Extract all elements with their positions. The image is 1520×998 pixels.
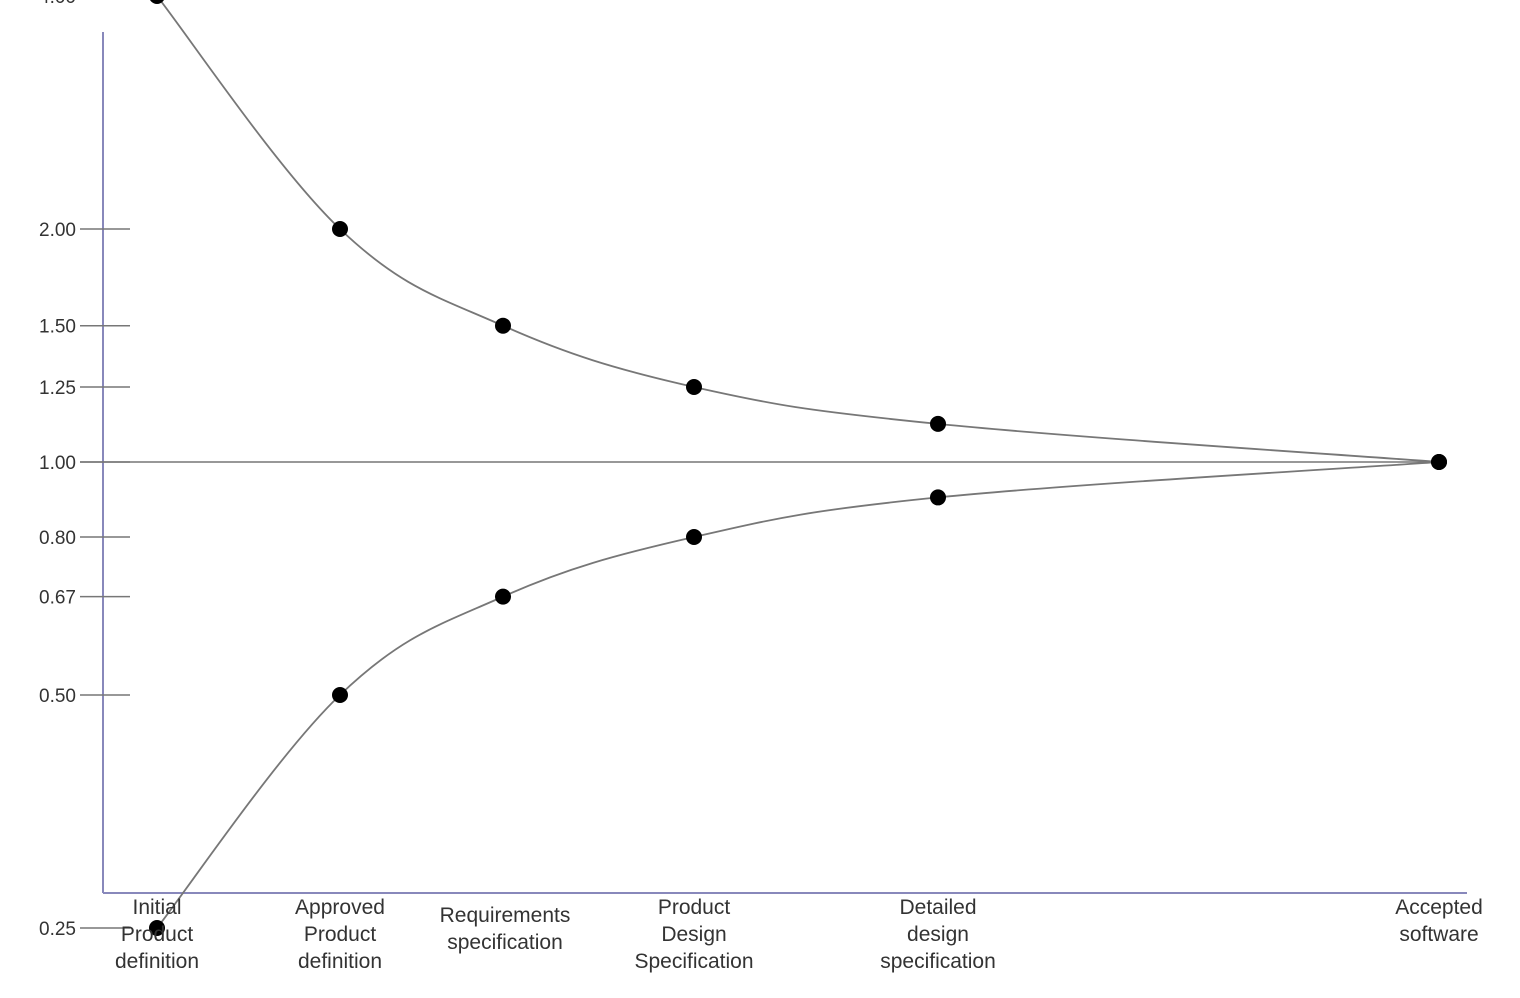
data-point [495, 588, 511, 605]
data-point [149, 920, 165, 936]
data-point [930, 415, 946, 432]
data-point [332, 221, 348, 237]
data-point [495, 317, 511, 334]
category-label: Initial Product definition [115, 896, 199, 973]
series-line-1 [158, 0, 1440, 463]
y-tick-label: 0.67 [39, 588, 76, 609]
y-tick-label: 1.00 [39, 453, 76, 474]
y-tick-label: 1.25 [39, 378, 76, 399]
data-point [1431, 454, 1447, 470]
category-label: Requirements specification [440, 904, 571, 954]
data-point [686, 378, 702, 395]
data-point [930, 489, 946, 506]
category-label: Accepted software [1395, 896, 1483, 946]
series-line-2 [156, 461, 1440, 929]
y-tick-label: 4.00 [39, 0, 76, 8]
y-tick-label: 1.50 [39, 317, 76, 338]
data-point [686, 529, 702, 546]
y-tick-label: 2.00 [39, 220, 76, 241]
y-tick-label: 0.80 [39, 528, 76, 549]
data-point [150, 0, 164, 4]
category-label: Detailed design specification [880, 896, 996, 973]
category-label: Approved Product definition [295, 896, 385, 973]
data-point [332, 687, 348, 703]
category-label: Product Design Specification [634, 896, 753, 973]
y-tick-label: 0.50 [39, 686, 76, 707]
y-tick-label: 0.25 [39, 919, 76, 940]
